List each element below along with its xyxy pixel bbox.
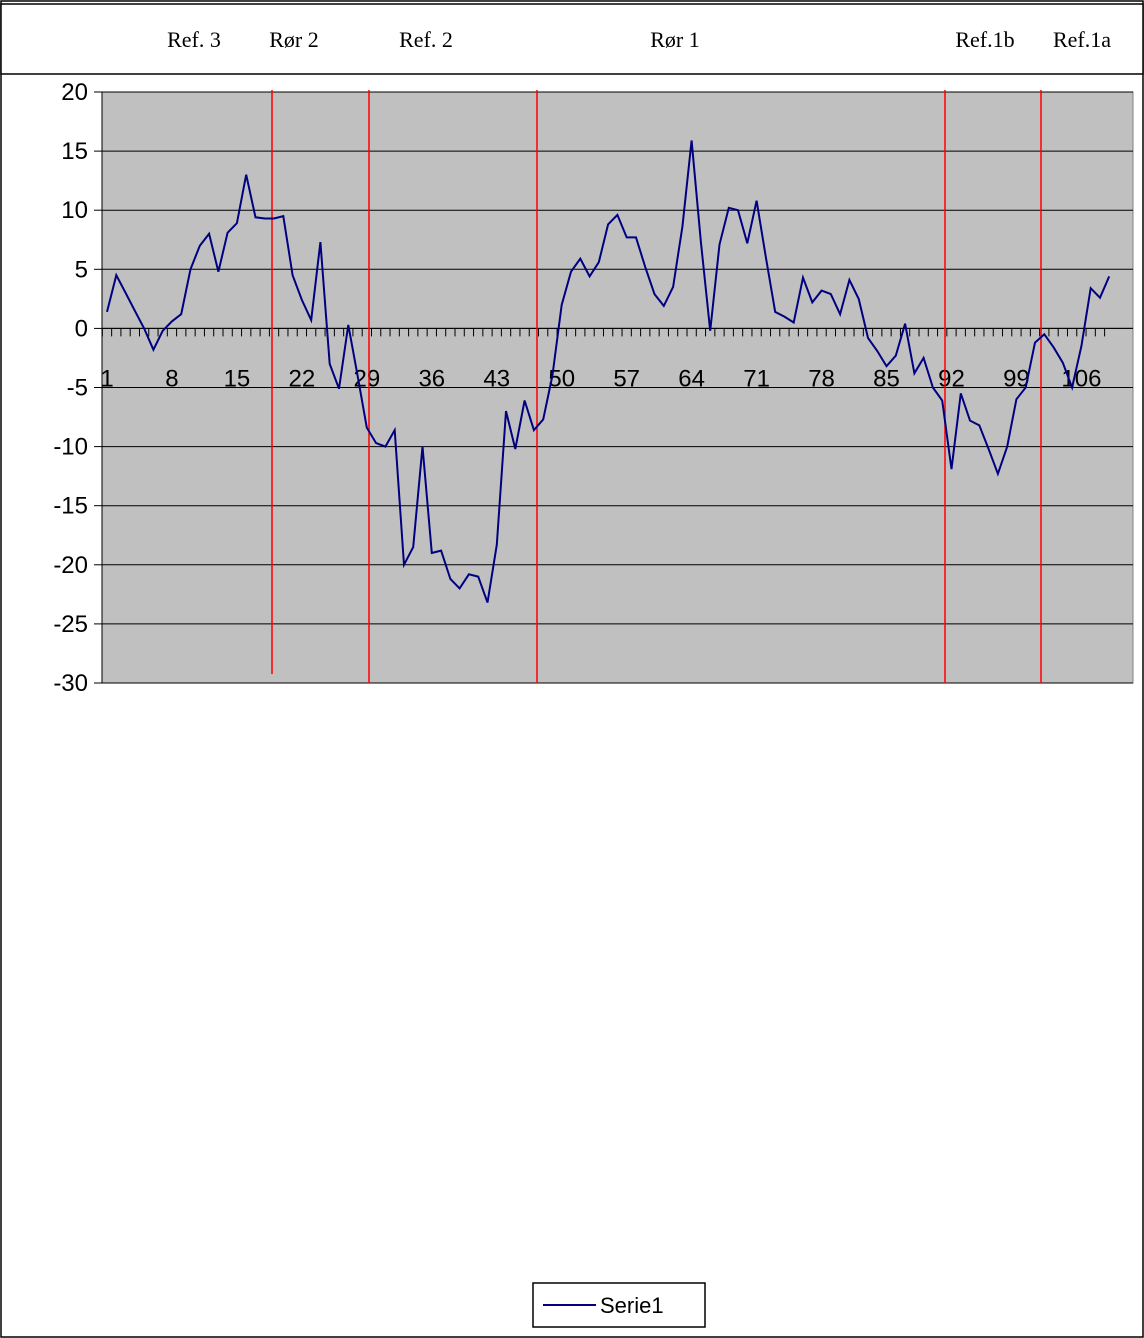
y-tick-label: 0	[75, 315, 88, 342]
x-tick-label: 15	[224, 365, 251, 392]
x-tick-label: 57	[613, 365, 640, 392]
section-label: Rør 2	[269, 27, 319, 52]
x-tick-label: 8	[165, 365, 178, 392]
section-label: Ref. 2	[399, 27, 453, 52]
section-label: Rør 1	[650, 27, 700, 52]
y-tick-label: 20	[61, 79, 88, 106]
x-tick-label: 71	[743, 365, 770, 392]
y-tick-label: -5	[67, 375, 88, 402]
x-tick-label: 78	[808, 365, 835, 392]
x-tick-label: 1	[100, 365, 113, 392]
section-label: Ref. 3	[167, 27, 221, 52]
x-tick-label: 92	[938, 365, 965, 392]
section-label: Ref.1b	[955, 27, 1014, 52]
y-tick-label: 15	[61, 138, 88, 165]
y-tick-label: 5	[75, 256, 88, 283]
x-tick-label: 64	[678, 365, 705, 392]
y-tick-label: 10	[61, 197, 88, 224]
y-tick-label: -10	[53, 434, 88, 461]
x-tick-label: 106	[1061, 365, 1101, 392]
y-tick-label: -25	[53, 611, 88, 638]
legend: Serie1	[533, 1283, 705, 1327]
x-tick-label: 43	[483, 365, 510, 392]
y-tick-label: -30	[53, 670, 88, 697]
x-tick-label: 85	[873, 365, 900, 392]
y-tick-label: -20	[53, 552, 88, 579]
x-tick-label: 36	[418, 365, 445, 392]
section-label: Ref.1a	[1053, 27, 1111, 52]
y-tick-label: -15	[53, 493, 88, 520]
legend-label: Serie1	[600, 1293, 664, 1318]
x-tick-label: 22	[289, 365, 316, 392]
